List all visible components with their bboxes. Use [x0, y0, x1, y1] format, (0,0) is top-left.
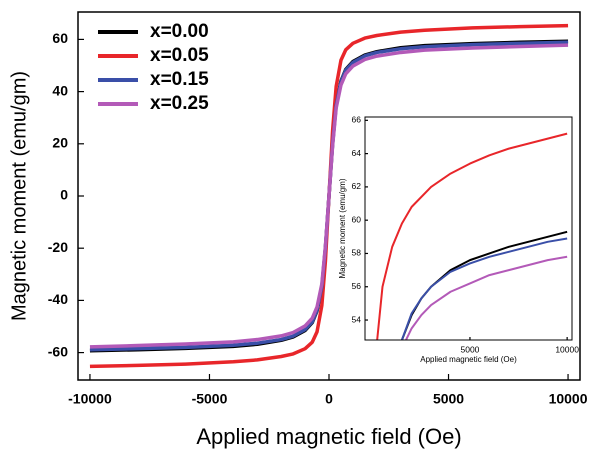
x-axis-label: Applied magnetic field (Oe): [196, 424, 461, 449]
plot-series: [89, 23, 569, 369]
y-tick-label: 60: [352, 214, 362, 224]
y-tick-label: 54: [352, 314, 362, 324]
y-tick-label: 58: [352, 248, 362, 258]
legend-label: x=0.00: [150, 21, 209, 42]
plot-area: [365, 117, 572, 340]
series-line: [89, 43, 569, 349]
x-tick-label: 10000: [555, 344, 579, 354]
plot-frame: [364, 116, 573, 341]
x-tick-label: -10000: [68, 391, 112, 407]
y-tick-label: -20: [48, 239, 68, 255]
y-tick-label: 60: [52, 30, 68, 46]
y-tick-label: 40: [52, 82, 68, 98]
legend-label: x=0.25: [150, 93, 209, 114]
y-tick-label: 62: [352, 181, 362, 191]
x-tick-label: 10000: [549, 391, 588, 407]
series-line: [404, 255, 568, 340]
series-line: [400, 237, 568, 340]
x-axis-label: Applied magnetic field (Oe): [420, 355, 517, 364]
x-tick-label: 0: [325, 391, 333, 407]
y-tick-label: 56: [352, 281, 362, 291]
legend-label: x=0.15: [150, 69, 209, 90]
y-tick-label: 20: [52, 135, 68, 151]
x-tick-label: 5000: [433, 391, 464, 407]
y-axis-label: Magnetic moment (emu/gm): [8, 71, 30, 321]
y-tick-label: 0: [60, 187, 68, 203]
x-tick-label: 5000: [460, 344, 479, 354]
plot-series: [376, 132, 568, 340]
y-axis-label: Magnetic moment (emu/gm): [338, 178, 347, 278]
y-tick-label: -60: [48, 343, 68, 359]
legend-label: x=0.05: [150, 45, 209, 66]
x-tick-label: -5000: [192, 391, 228, 407]
y-tick-label: -40: [48, 291, 68, 307]
series-line: [376, 132, 568, 340]
y-tick-label: 66: [352, 115, 362, 125]
y-tick-label: 64: [352, 148, 362, 158]
